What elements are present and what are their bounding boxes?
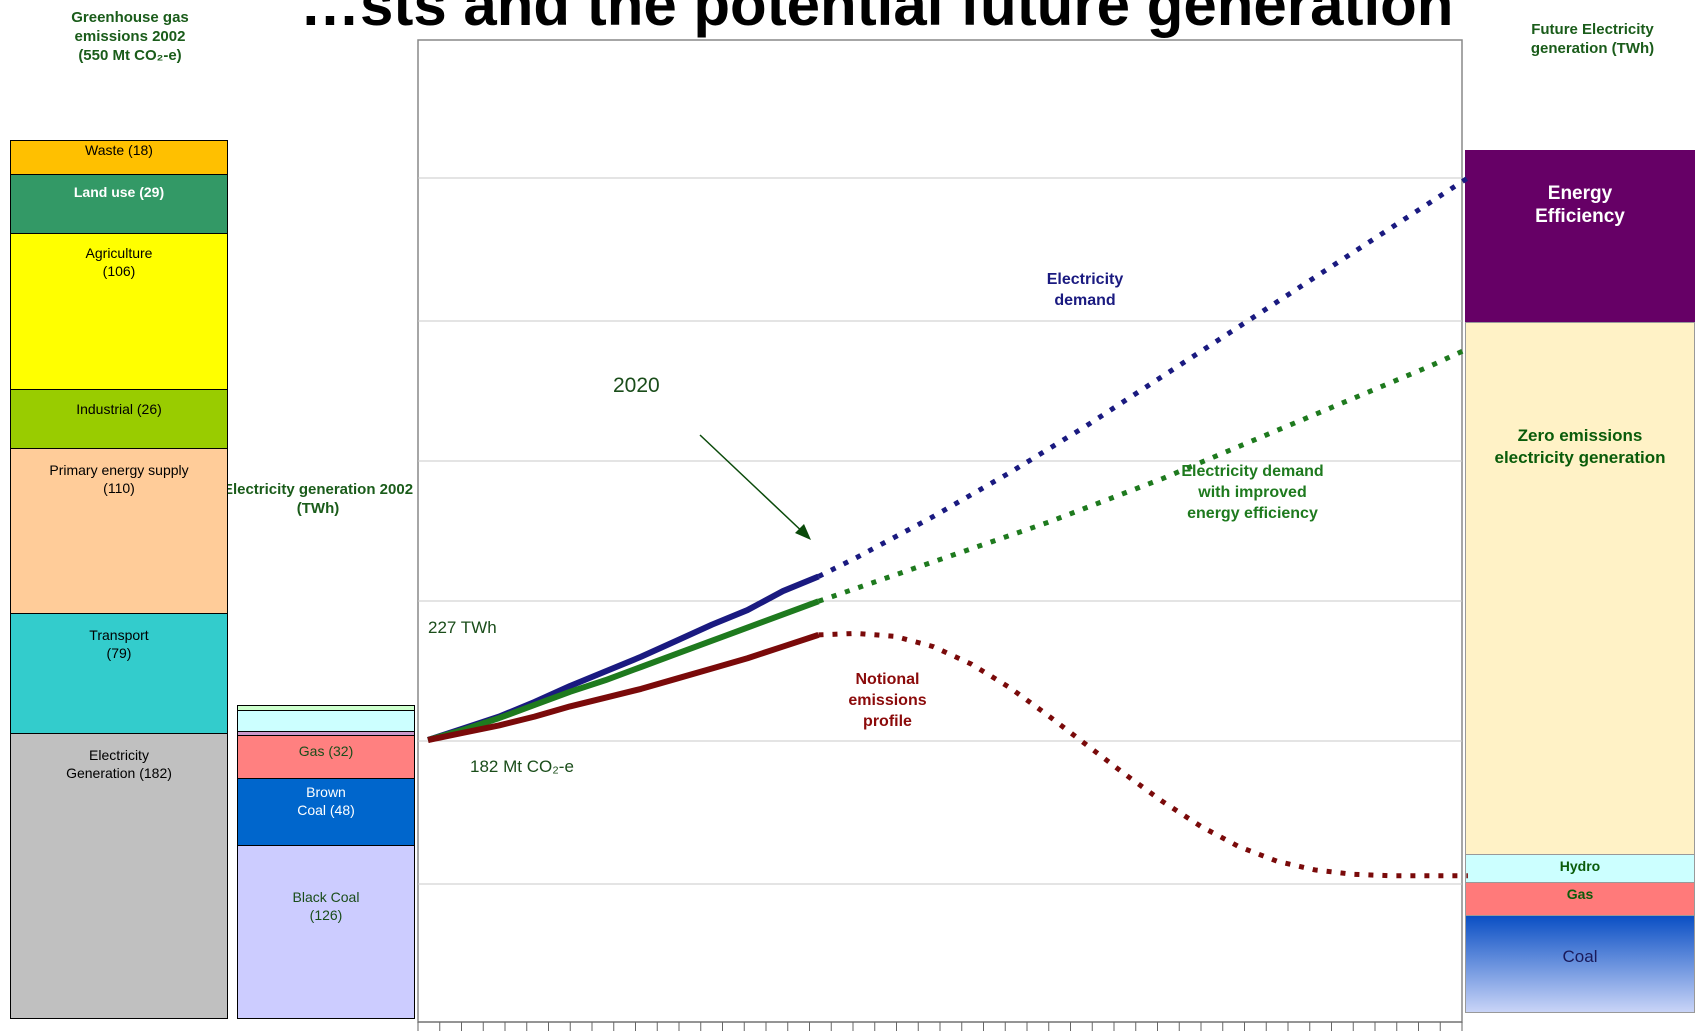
generation-header-line2: (TWh): [296, 500, 340, 517]
segment-hydro-future: Hydro: [1465, 854, 1695, 883]
segment-coal-future: Coal: [1465, 915, 1695, 1013]
segment-electricity-generation: Electricity Generation (182): [10, 733, 228, 1019]
series-layer: [427, 175, 1470, 879]
label-eff-line3: energy efficiency: [1187, 505, 1318, 522]
segment-gas-2002: Gas (32): [237, 735, 415, 779]
start-emissions-label: 182 Mt CO₂-e: [470, 757, 574, 776]
segment-waste: Waste (18): [10, 140, 228, 175]
chart-title: …sts and the potential future generation: [300, 0, 1454, 38]
future-header-line2: generation (TWh): [1530, 40, 1655, 57]
segment-transport: Transport (79): [10, 613, 228, 734]
label-eff-line1: Electricity demand: [1181, 463, 1324, 480]
segment-industrial: Industrial (26): [10, 389, 228, 449]
segment-gas-future: Gas: [1465, 882, 1695, 916]
label-efficiency-demand: Electricity demand with improved energy …: [1150, 461, 1355, 524]
future-header: Future Electricity generation (TWh): [1495, 20, 1690, 58]
segment-primary-energy: Primary energy supply (110): [10, 448, 228, 614]
segment-zero-emissions: Zero emissions electricity generation: [1465, 322, 1695, 855]
arrow-2020-head: [795, 524, 811, 540]
emissions-header: Greenhouse gas emissions 2002 (550 Mt CO…: [30, 8, 230, 65]
series-line-actual-1: [427, 598, 820, 743]
label-em-line1: Notional: [855, 671, 920, 688]
emissions-header-line3: (550 Mt CO₂-e): [78, 47, 182, 64]
start-twh-label: 227 TWh: [428, 618, 497, 637]
label-eff-line2: with improved: [1198, 484, 1307, 501]
future-header-line1: Future Electricity: [1531, 21, 1654, 38]
series-line-projected-0: [817, 175, 1470, 579]
segment-brown-coal: Brown Coal (48): [237, 778, 415, 846]
series-line-actual-2: [427, 632, 820, 743]
emissions-header-line2: emissions 2002: [74, 28, 186, 45]
label-demand-line1: Electricity: [1046, 271, 1124, 288]
segment-black-coal: Black Coal (126): [237, 845, 415, 1019]
series-line-projected-1: [817, 346, 1469, 604]
plot-area: [417, 39, 1463, 1023]
label-demand-line2: demand: [1054, 292, 1116, 309]
generation-2002-header: Electricity generation 2002 (TWh): [228, 480, 418, 520]
label-em-line3: profile: [863, 713, 912, 730]
arrow-2020-shaft: [699, 434, 809, 538]
year-marker-label: 2020: [613, 374, 660, 397]
emissions-header-line1: Greenhouse gas: [71, 9, 189, 26]
label-emissions-profile: Notional emissions profile: [820, 669, 955, 732]
label-electricity-demand: Electricity demand: [1010, 269, 1160, 311]
label-em-line2: emissions: [848, 692, 927, 709]
gridlines: [418, 177, 1462, 885]
generation-header-line1: Electricity generation 2002: [228, 481, 414, 498]
x-axis-ticks: [417, 1021, 1463, 1031]
